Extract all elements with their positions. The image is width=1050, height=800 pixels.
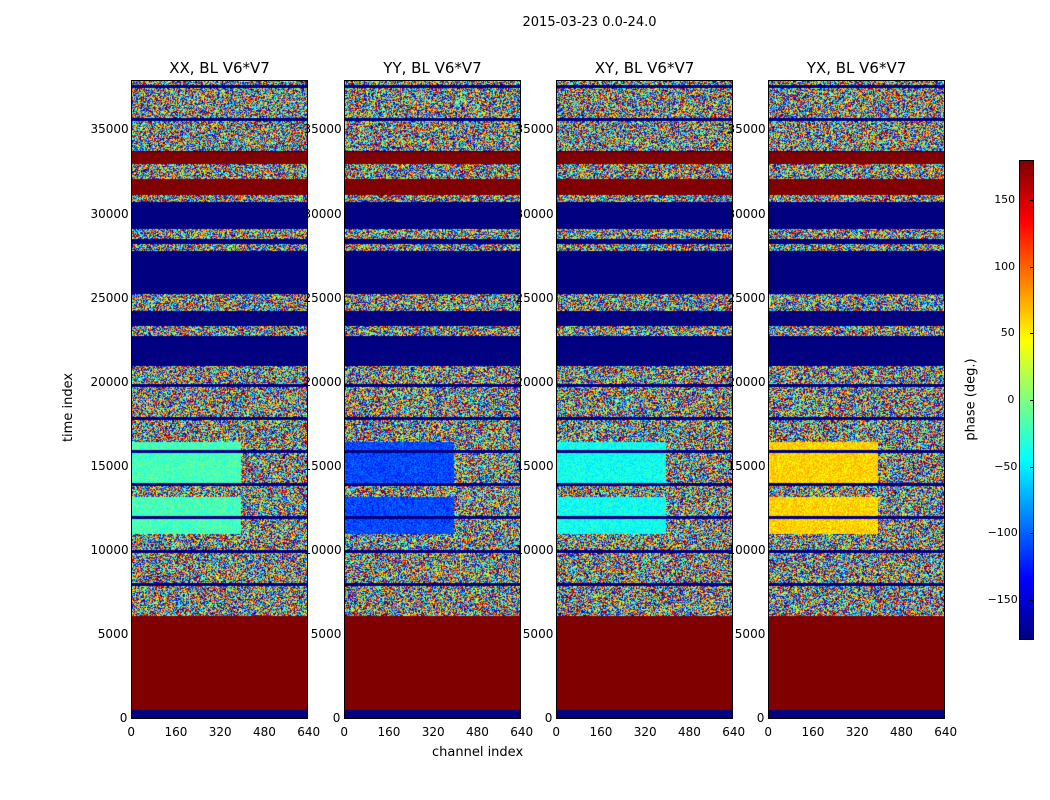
y-tick-label: 30000 <box>303 206 342 221</box>
colorbar-tick-mark <box>1030 400 1034 401</box>
colorbar-tick-label: 100 <box>994 259 1016 273</box>
y-tick-label: 35000 <box>515 122 554 137</box>
heatmap-panel-3 <box>768 80 945 719</box>
x-tick-label: 640 <box>297 725 321 739</box>
y-tick-label: 15000 <box>727 458 766 473</box>
y-tick-label: 20000 <box>303 374 342 389</box>
y-tick-label: 5000 <box>97 626 129 641</box>
heatmap-canvas-1 <box>345 81 520 718</box>
y-tick-label: 20000 <box>727 374 766 389</box>
x-tick-label: 320 <box>208 725 232 739</box>
x-tick-label: 320 <box>633 725 657 739</box>
heatmap-panel-2 <box>556 80 733 719</box>
x-tick-label: 0 <box>764 725 773 739</box>
y-tick-label: 5000 <box>310 626 342 641</box>
colorbar-tick-mark <box>1030 266 1034 268</box>
y-tick-label: 25000 <box>515 290 554 305</box>
x-tick-label: 640 <box>934 725 958 739</box>
panel-title-2: XY, BL V6*V7 <box>594 59 695 77</box>
y-tick-label: 10000 <box>515 542 554 557</box>
x-tick-label: 160 <box>164 725 188 739</box>
colorbar-label: phase (deg.) <box>963 358 979 441</box>
heatmap-canvas-3 <box>769 81 944 718</box>
y-tick-label: 20000 <box>515 374 554 389</box>
heatmap-panel-0 <box>131 80 308 719</box>
x-tick-label: 0 <box>127 725 136 739</box>
x-axis-label: channel index <box>432 745 524 760</box>
colorbar-tick-label: −100 <box>987 526 1018 540</box>
heatmap-canvas-0 <box>132 81 307 718</box>
y-tick-label: 30000 <box>727 206 766 221</box>
y-tick-label: 10000 <box>303 542 342 557</box>
y-tick-label: 35000 <box>90 122 129 137</box>
x-tick-label: 160 <box>589 725 613 739</box>
y-tick-label: 0 <box>756 711 765 725</box>
x-tick-label: 160 <box>801 725 825 739</box>
panel-title-1: YY, BL V6*V7 <box>383 59 482 77</box>
y-tick-label: 20000 <box>90 374 129 389</box>
y-tick-label: 30000 <box>90 206 129 221</box>
y-tick-label: 5000 <box>522 626 554 641</box>
x-tick-label: 640 <box>722 725 746 739</box>
y-tick-label: 25000 <box>303 290 342 305</box>
figure-suptitle: 2015-03-23 0.0-24.0 <box>522 15 657 30</box>
colorbar-tick-mark <box>1030 600 1034 601</box>
colorbar-tick-mark <box>1030 200 1034 201</box>
x-tick-label: 480 <box>465 725 489 739</box>
panel-title-0: XX, BL V6*V7 <box>169 59 270 77</box>
panel-title-3: YX, BL V6*V7 <box>806 59 907 77</box>
y-tick-label: 15000 <box>515 458 554 473</box>
y-tick-label: 0 <box>119 711 128 725</box>
y-tick-label: 15000 <box>90 458 129 473</box>
x-tick-label: 0 <box>340 725 349 739</box>
x-tick-label: 160 <box>377 725 401 739</box>
x-tick-label: 320 <box>845 725 869 739</box>
colorbar-gradient <box>1020 161 1033 639</box>
colorbar-tick-label: 0 <box>1007 393 1015 406</box>
y-tick-label: 10000 <box>727 542 766 557</box>
y-tick-label: 10000 <box>90 542 129 557</box>
x-tick-label: 0 <box>552 725 561 739</box>
colorbar-tick-label: 150 <box>994 193 1016 206</box>
y-axis-label: time index <box>61 372 77 443</box>
x-tick-label: 480 <box>252 725 276 739</box>
colorbar-tick-label: 50 <box>1000 326 1015 340</box>
y-tick-label: 5000 <box>734 626 766 641</box>
y-tick-label: 25000 <box>727 290 766 305</box>
y-tick-label: 0 <box>544 711 553 725</box>
colorbar-tick-mark <box>1030 533 1034 535</box>
heatmap-panel-1 <box>344 80 521 719</box>
colorbar-tick-label: −150 <box>987 593 1018 606</box>
y-tick-label: 35000 <box>303 122 342 137</box>
colorbar-tick-mark <box>1030 466 1034 468</box>
x-tick-label: 640 <box>510 725 534 739</box>
y-tick-label: 35000 <box>727 122 766 137</box>
y-tick-label: 0 <box>332 711 341 725</box>
y-tick-label: 30000 <box>515 206 554 221</box>
heatmap-canvas-2 <box>557 81 732 718</box>
x-tick-label: 480 <box>677 725 701 739</box>
y-tick-label: 15000 <box>303 458 342 473</box>
colorbar-tick-label: −50 <box>994 459 1018 473</box>
x-tick-label: 320 <box>421 725 445 739</box>
x-tick-label: 480 <box>889 725 913 739</box>
y-tick-label: 25000 <box>90 290 129 305</box>
colorbar-tick-mark <box>1030 333 1034 335</box>
